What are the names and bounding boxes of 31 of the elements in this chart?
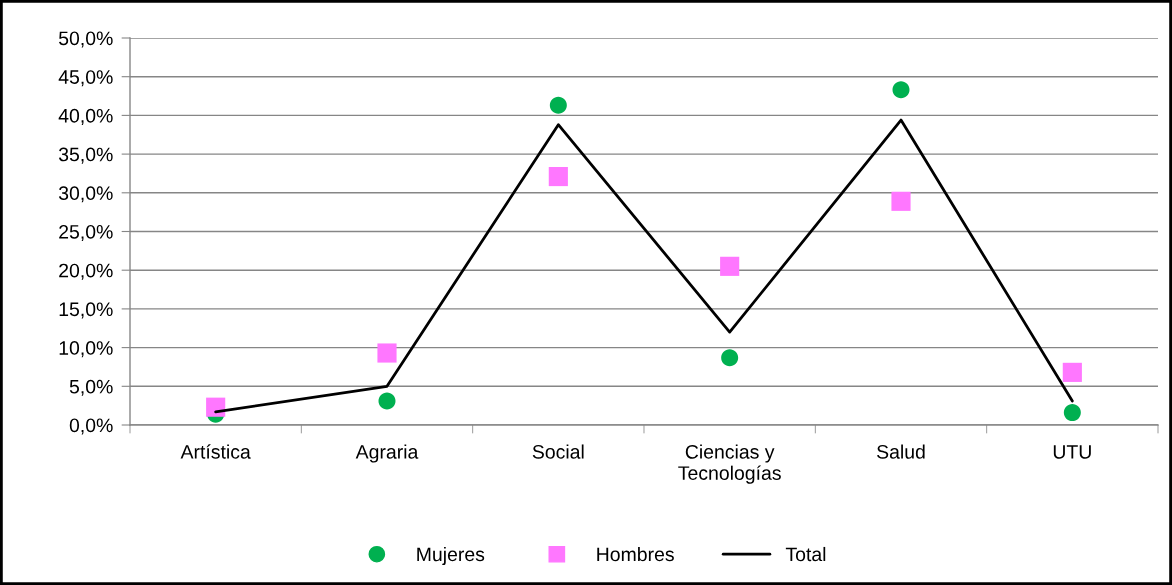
y-tick-label: 30,0%: [58, 186, 113, 203]
point: [549, 96, 567, 114]
point: [377, 343, 397, 363]
y-tick-label: 40,0%: [58, 108, 113, 125]
y-tick-label: 35,0%: [58, 147, 113, 164]
y-tick-label: 15,0%: [59, 302, 113, 319]
point: [892, 81, 910, 99]
y-tick-label: 25,0%: [59, 224, 113, 242]
legend-label: Mujeres: [417, 546, 485, 566]
x-tick-label: Social: [532, 444, 584, 459]
x-tick-label: UTU: [1053, 445, 1091, 459]
y-tick-label: 0,0%: [69, 418, 113, 435]
x-tick-label: Artística: [180, 444, 251, 459]
point: [720, 256, 740, 276]
y-tick-label: 10,0%: [59, 341, 113, 358]
point: [548, 166, 568, 187]
point: [1063, 404, 1081, 422]
point: [891, 191, 911, 211]
x-tick-label: Agraria: [355, 444, 419, 463]
legend-label: Total: [785, 546, 826, 562]
y-tick-label: 50,0%: [58, 31, 113, 48]
point: [1062, 362, 1082, 382]
y-tick-label: 5,0%: [69, 379, 113, 396]
x-tick-label: Salud: [877, 444, 925, 459]
point: [378, 392, 396, 410]
legend-label: Hombres: [597, 546, 674, 562]
x-tick-label: Ciencias y Tecnologías: [678, 444, 781, 484]
y-tick-label: 45,0%: [58, 70, 113, 87]
y-tick-label: 20,0%: [59, 263, 113, 280]
point: [721, 349, 739, 367]
point: [206, 397, 226, 417]
